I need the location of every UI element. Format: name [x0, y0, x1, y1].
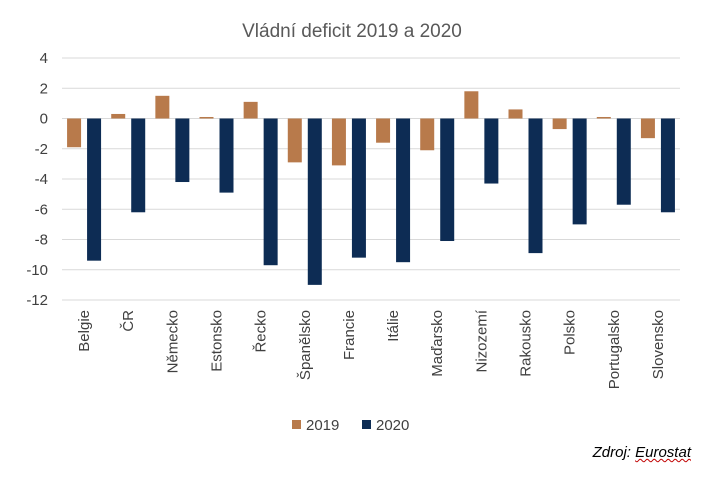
y-tick-label: -10	[26, 262, 48, 279]
y-tick-label: 0	[40, 111, 48, 128]
x-axis-labels: Belgie ČR Německo Estonsko Řecko Španělsko Fra…	[76, 309, 667, 389]
bar-2020-1	[131, 118, 146, 213]
bar-2020-13	[660, 118, 675, 213]
category-label: ČR	[120, 310, 137, 332]
bar-2019-4	[243, 101, 258, 119]
category-label: Francie	[341, 310, 358, 360]
legend-label: 2020	[376, 417, 409, 434]
gridlines	[62, 57, 680, 301]
y-tick-label: -8	[35, 232, 48, 249]
bar-2019-1	[111, 113, 126, 119]
y-tick-label: -6	[35, 201, 48, 218]
bar-2020-2	[175, 118, 190, 183]
legend-label: 2019	[306, 417, 339, 434]
bar-2020-11	[572, 118, 587, 225]
category-label: Polsko	[562, 310, 579, 355]
bar-2020-10	[528, 118, 543, 254]
bar-2019-9	[464, 91, 479, 119]
legend-swatch-2019	[292, 420, 301, 429]
bar-2019-11	[552, 118, 567, 130]
bar-2019-13	[640, 118, 655, 139]
category-label: Španělsko	[297, 310, 314, 380]
category-label: Portugalsko	[606, 310, 623, 389]
category-label: Nizozemí	[473, 309, 490, 372]
bar-2019-8	[420, 118, 435, 151]
category-label: Řecko	[253, 310, 270, 353]
category-label: Maďarsko	[429, 310, 446, 377]
category-label: Belgie	[76, 310, 93, 352]
category-label: Itálie	[385, 310, 402, 342]
y-tick-label: -12	[26, 292, 48, 309]
bar-2020-6	[351, 118, 366, 258]
y-axis-ticks: 4 2 0 -2 -4 -6 -8 -10 -12	[26, 50, 48, 309]
bars	[67, 91, 675, 285]
bar-2020-4	[263, 118, 278, 266]
source-name: Eurostat	[635, 444, 691, 461]
legend: 2019 2020	[292, 417, 409, 434]
bar-2019-5	[287, 118, 302, 163]
bar-2020-7	[396, 118, 411, 263]
y-tick-label: -2	[35, 141, 48, 158]
y-tick-label: -4	[35, 171, 48, 188]
bar-2019-10	[508, 109, 523, 119]
category-label: Rakousko	[518, 310, 535, 377]
source-label: Zdroj:	[592, 444, 636, 461]
category-label: Německo	[164, 310, 181, 373]
bar-2019-0	[67, 118, 82, 148]
bar-2020-8	[440, 118, 455, 242]
bar-2019-3	[199, 116, 214, 119]
source-note: Zdroj: Eurostat	[593, 444, 691, 461]
bar-2019-12	[596, 116, 611, 119]
bar-2020-5	[307, 118, 322, 285]
bar-2020-12	[616, 118, 631, 205]
category-label: Slovensko	[650, 310, 667, 379]
category-label: Estonsko	[209, 310, 226, 372]
legend-swatch-2020	[362, 420, 371, 429]
bar-2019-6	[331, 118, 346, 166]
bar-2019-7	[376, 118, 391, 143]
y-tick-label: 4	[40, 50, 48, 67]
bar-2020-0	[87, 118, 102, 261]
bar-2019-2	[155, 95, 170, 119]
y-tick-label: 2	[40, 80, 48, 97]
bar-2020-9	[484, 118, 499, 184]
bar-2020-3	[219, 118, 234, 193]
chart-title: Vládní deficit 2019 a 2020	[242, 21, 462, 42]
